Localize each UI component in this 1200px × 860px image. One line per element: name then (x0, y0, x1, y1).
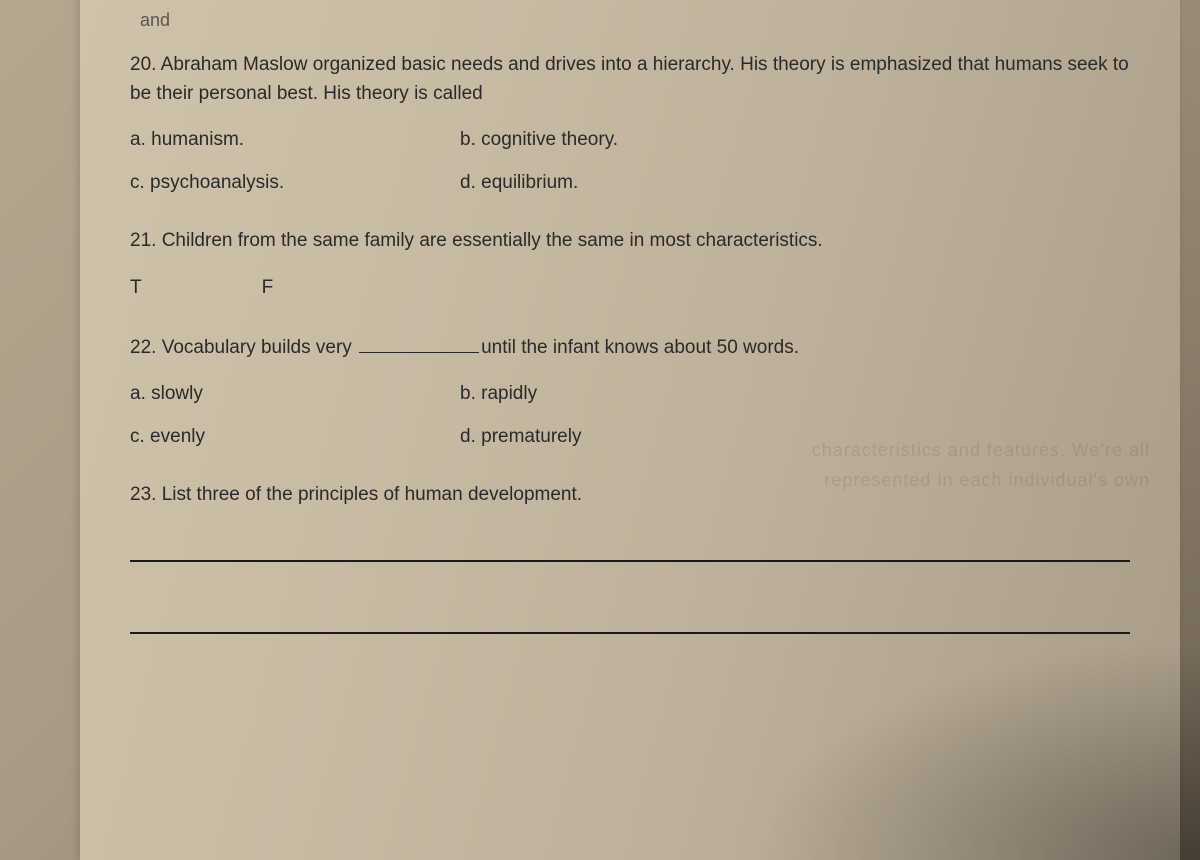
cutoff-text-top: and (140, 10, 1130, 31)
question-22-pre: 22. Vocabulary builds very (130, 337, 357, 358)
worksheet-page: and 20. Abraham Maslow organized basic n… (80, 0, 1180, 860)
question-22-row1: a. slowly b. rapidly (130, 380, 1130, 409)
option-22-b: b. rapidly (460, 380, 537, 409)
option-22-d: d. prematurely (460, 423, 581, 452)
answer-line-2 (130, 632, 1130, 634)
question-22: 22. Vocabulary builds very until the inf… (130, 332, 1130, 451)
question-20: 20. Abraham Maslow organized basic needs… (130, 51, 1130, 197)
answer-line-1 (130, 560, 1130, 562)
question-20-row2: c. psychoanalysis. d. equilibrium. (130, 169, 1130, 198)
question-20-row1: a. humanism. b. cognitive theory. (130, 126, 1130, 155)
question-20-text: 20. Abraham Maslow organized basic needs… (130, 51, 1130, 108)
option-20-d: d. equilibrium. (460, 169, 578, 198)
answer-lines (130, 560, 1130, 634)
fill-blank (359, 332, 479, 353)
question-22-post: until the infant knows about 50 words. (481, 337, 799, 358)
option-20-b: b. cognitive theory. (460, 126, 618, 155)
question-22-text: 22. Vocabulary builds very until the inf… (130, 332, 1130, 362)
option-20-a: a. humanism. (130, 126, 460, 155)
bleedthrough-line-1: characteristics and features. We're all (812, 440, 1150, 461)
question-23: 23. List three of the principles of huma… (130, 481, 1130, 634)
bleedthrough-line-2: represented in each individual's own (824, 470, 1150, 491)
option-22-a: a. slowly (130, 380, 460, 409)
option-20-c: c. psychoanalysis. (130, 169, 460, 198)
question-21: 21. Children from the same family are es… (130, 227, 1130, 302)
option-21-f: F (262, 274, 274, 303)
option-22-c: c. evenly (130, 423, 460, 452)
question-21-tf: T F (130, 274, 1130, 303)
question-21-text: 21. Children from the same family are es… (130, 227, 1130, 256)
option-21-t: T (130, 274, 142, 303)
